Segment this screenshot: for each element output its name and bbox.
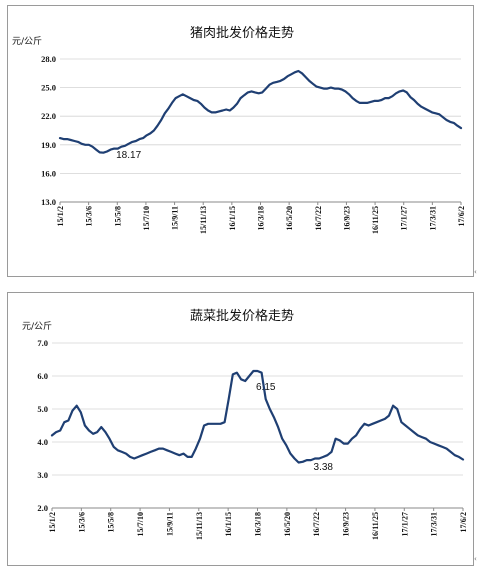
x-tick-label: 16/7/22	[312, 512, 321, 536]
chart-title: 蔬菜批发价格走势	[190, 308, 294, 324]
y-tick-label: 16.0	[41, 168, 56, 178]
x-tick-label: 15/3/6	[77, 512, 86, 532]
y-tick-label: 7.0	[37, 338, 48, 348]
data-label: 6.15	[256, 382, 276, 393]
x-tick-label: 15/9/11	[171, 206, 180, 230]
x-tick-label: 16/1/15	[224, 512, 233, 536]
series-line	[58, 69, 463, 154]
corner-mark-1: ‹	[474, 268, 477, 276]
x-tick-label: 16/11/25	[371, 206, 380, 234]
y-tick-label: 28.0	[41, 54, 56, 64]
x-tick-label: 16/1/15	[228, 206, 237, 230]
x-tick-label: 16/9/23	[342, 512, 351, 536]
x-tick-label: 16/5/20	[283, 512, 292, 536]
x-tick-label: 17/1/27	[400, 206, 409, 230]
x-tick-label: 17/6/2	[457, 206, 466, 226]
data-label: 18.17	[116, 150, 141, 161]
x-tick-label: 15/5/8	[107, 512, 116, 532]
x-tick-label: 16/3/18	[257, 206, 266, 230]
y-tick-label: 25.0	[41, 83, 56, 93]
chart-title: 猪肉批发价格走势	[190, 25, 294, 41]
x-tick-label: 16/7/22	[314, 206, 323, 230]
y-tick-label: 13.0	[41, 197, 56, 207]
pork-chart-panel: 猪肉批发价格走势元/公斤 13.0 16.0 19.0 22.0 25.0 28.0 15/1…	[7, 5, 474, 277]
x-tick-label: 17/3/31	[428, 206, 437, 230]
series-line	[50, 369, 465, 464]
vegetable-chart-panel: 蔬菜批发价格走势元/公斤 2.0 3.0 4.0 5.0 6.0 7.0 15/1/2 15/3…	[7, 292, 474, 566]
x-tick-label: 16/9/23	[342, 206, 351, 230]
corner-mark-2: ‹	[474, 555, 477, 563]
y-tick-label: 6.0	[37, 371, 48, 381]
data-label: 3.38	[314, 462, 334, 473]
y-tick-label: 19.0	[41, 140, 56, 150]
x-tick-label: 15/3/6	[85, 206, 94, 226]
x-tick-label: 15/1/2	[48, 512, 57, 532]
x-tick-label: 17/6/2	[459, 512, 468, 532]
x-tick-label: 16/5/20	[285, 206, 294, 230]
x-tick-label: 15/7/10	[136, 512, 145, 536]
y-tick-label: 3.0	[37, 470, 48, 480]
x-tick-label: 17/1/27	[400, 512, 409, 536]
x-tick-label: 15/1/2	[56, 206, 65, 226]
y-tick-label: 22.0	[41, 111, 56, 121]
x-tick-label: 16/11/25	[371, 512, 380, 540]
x-tick-label: 15/11/13	[199, 206, 208, 234]
x-tick-label: 15/9/11	[165, 512, 174, 536]
y-tick-label: 2.0	[37, 503, 48, 513]
y-axis-unit-label: 元/公斤	[22, 321, 52, 332]
x-tick-label: 16/3/18	[254, 512, 263, 536]
y-tick-label: 4.0	[37, 437, 48, 447]
y-axis-unit-label: 元/公斤	[12, 36, 42, 47]
x-tick-label: 15/5/8	[113, 206, 122, 226]
x-tick-label: 17/3/31	[430, 512, 439, 536]
x-tick-label: 15/7/10	[142, 206, 151, 230]
x-tick-label: 15/11/13	[195, 512, 204, 540]
y-tick-label: 5.0	[37, 404, 48, 414]
